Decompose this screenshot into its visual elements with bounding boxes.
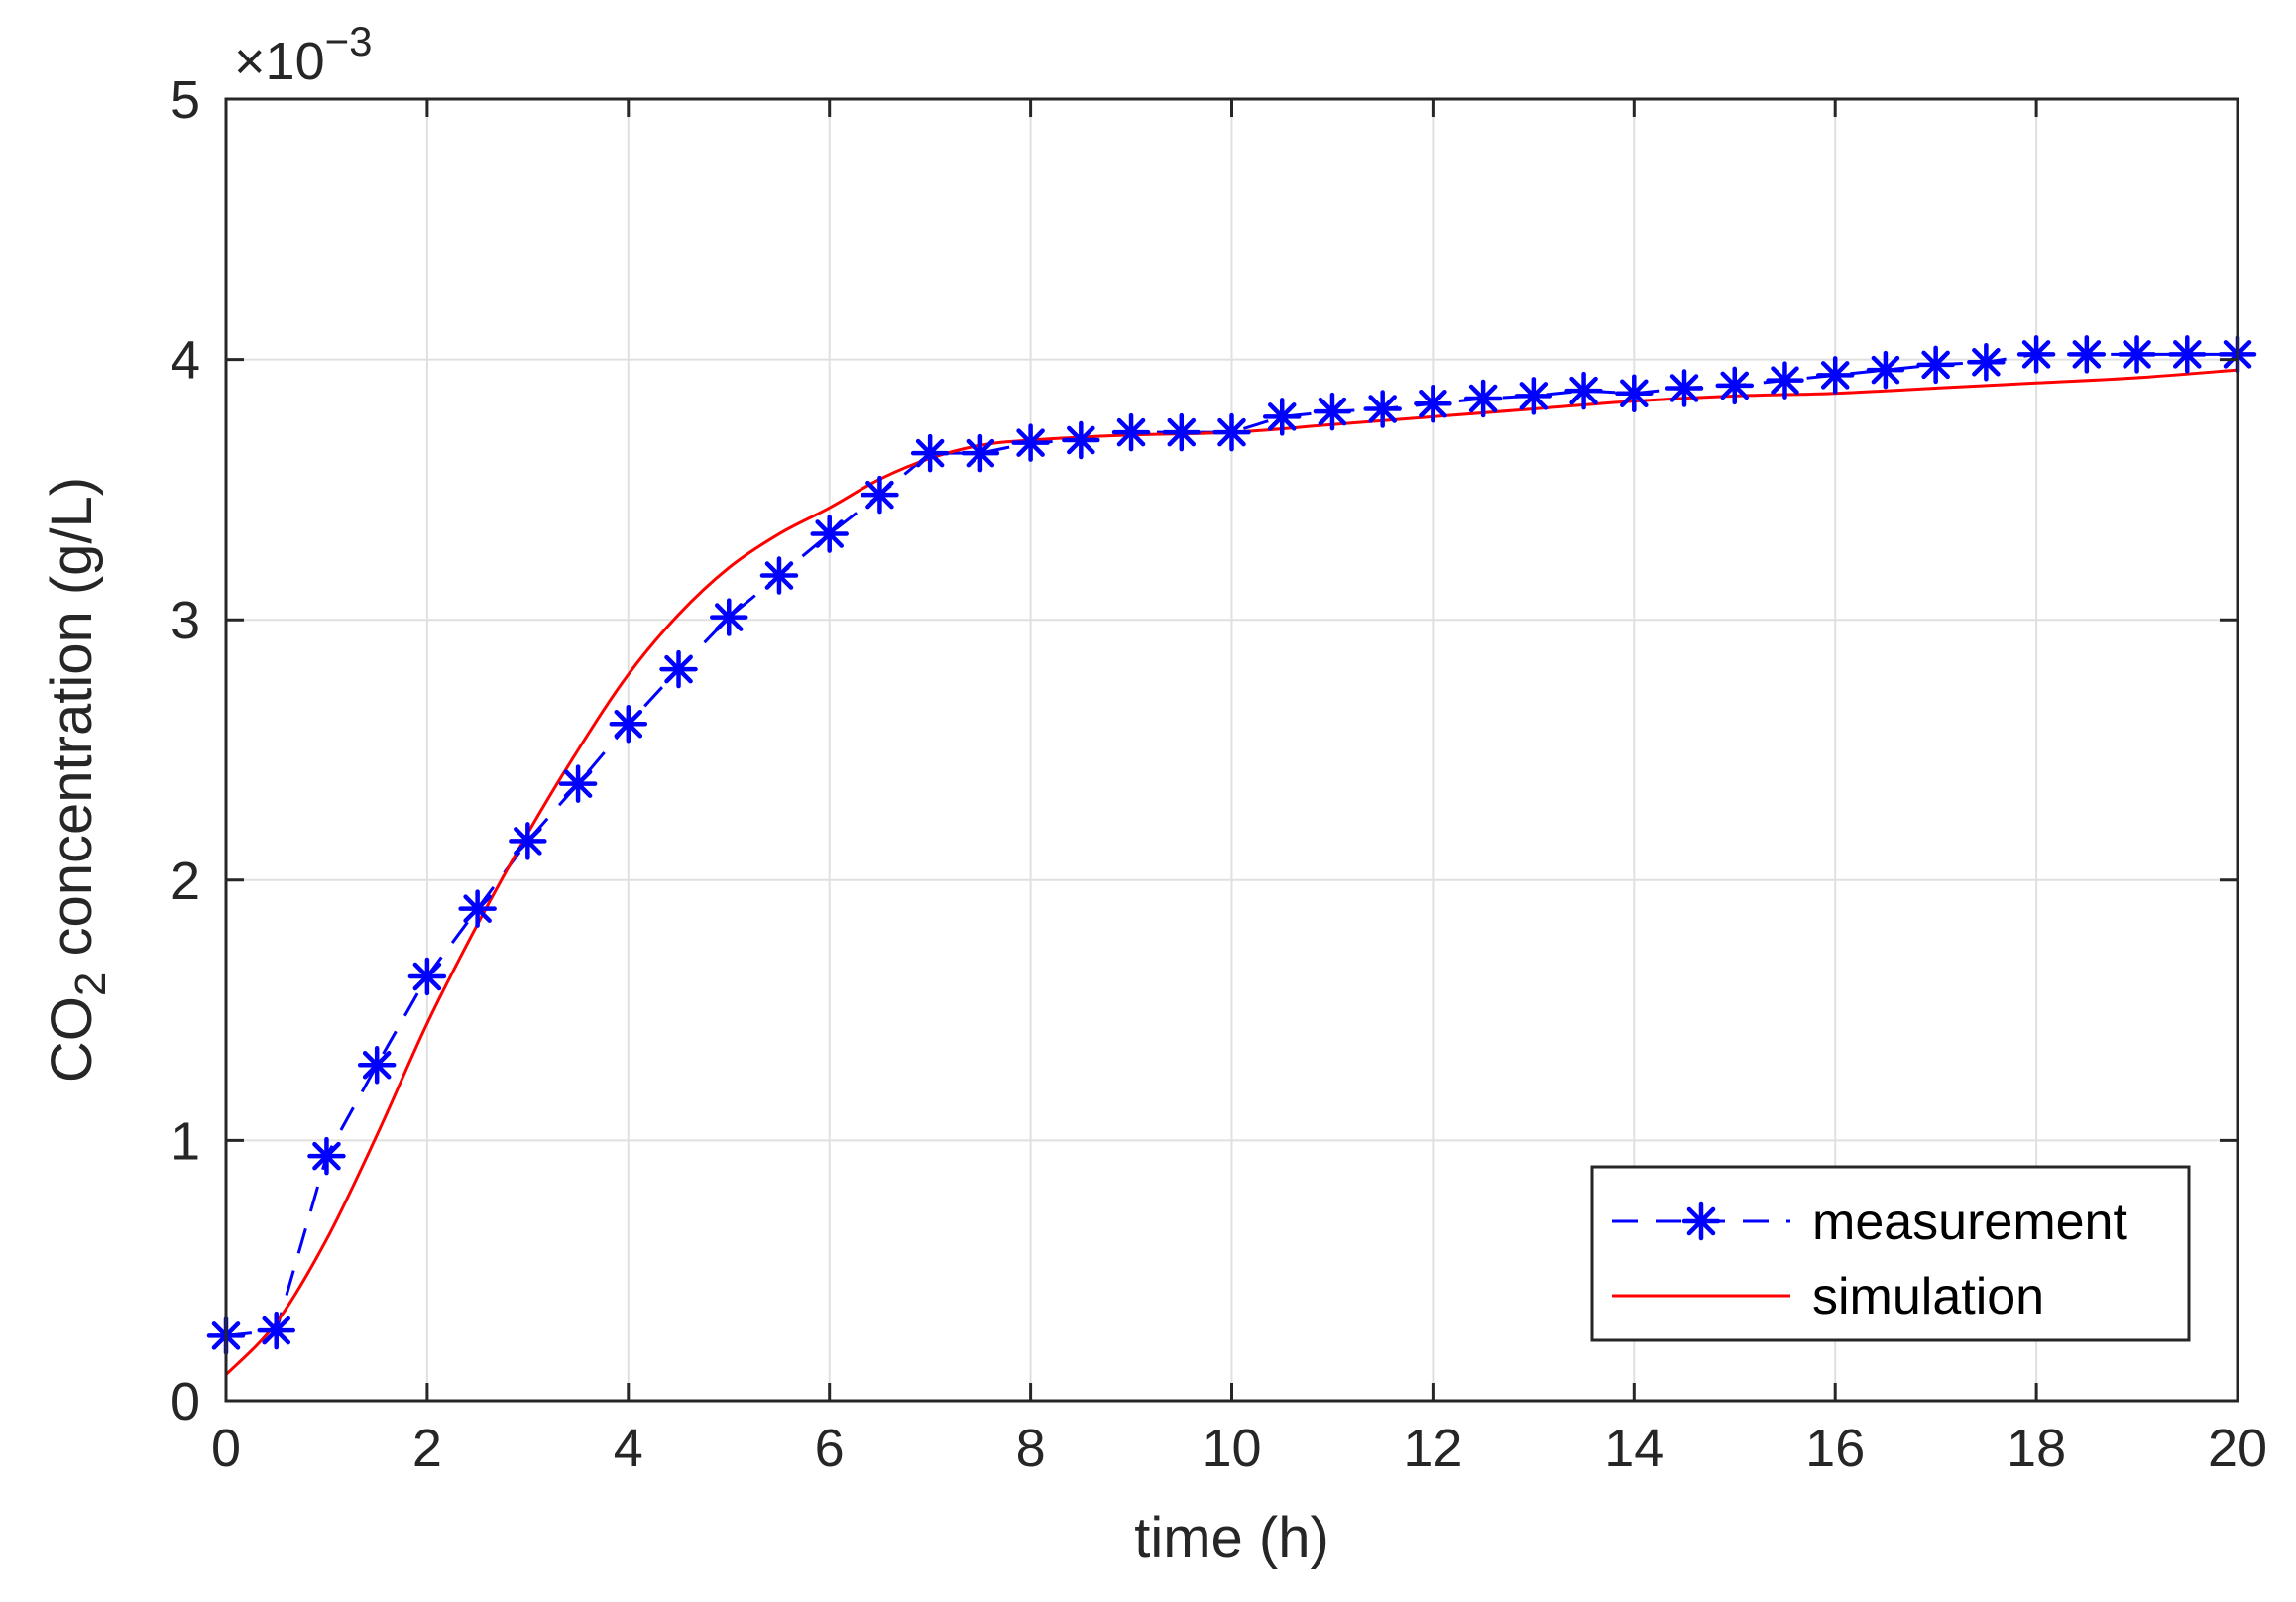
measurement-point: [1815, 356, 1855, 395]
exponent-prefix: ×10: [234, 32, 325, 91]
measurement-point: [1313, 392, 1352, 431]
measurement-point: [357, 1045, 397, 1085]
measurement-point: [910, 433, 950, 473]
measurement-point: [2067, 335, 2107, 374]
measurement-point: [609, 704, 648, 744]
y-axis-label-subscript: 2: [66, 973, 115, 996]
x-tick-label: 0: [211, 1419, 241, 1478]
measurement-point: [759, 556, 799, 595]
measurement-point: [1665, 369, 1704, 407]
measurement-point: [2118, 335, 2156, 374]
measurement-point: [1212, 412, 1251, 452]
y-tick-label: 4: [171, 331, 200, 391]
measurement-point: [307, 1136, 346, 1176]
measurement-point: [961, 433, 1000, 473]
x-axis-label: time (h): [1134, 1506, 1329, 1570]
x-tick-label: 8: [1016, 1419, 1046, 1478]
measurement-point: [1715, 366, 1754, 405]
legend-box: [1590, 1165, 2191, 1342]
x-tick-label: 6: [815, 1419, 845, 1478]
measurement-point: [257, 1311, 295, 1350]
measurement-point: [810, 515, 849, 553]
measurement-point: [861, 475, 899, 515]
x-tick-label: 18: [2007, 1419, 2066, 1478]
y-tick-label: 3: [171, 591, 200, 650]
legend: measurement simulation: [1590, 1165, 2191, 1342]
x-tick-label: 20: [2208, 1419, 2267, 1478]
legend-asterisk: [1681, 1202, 1721, 1241]
legend-simulation-label: simulation: [1812, 1268, 2044, 1325]
measurement-point: [1162, 412, 1202, 452]
x-tick-label: 4: [614, 1419, 643, 1478]
measurement-point: [1262, 398, 1302, 436]
measurement-point: [1062, 420, 1100, 460]
series-layer: [206, 335, 2257, 1376]
measurement-point: [1916, 345, 1955, 385]
exponent-power: −3: [325, 18, 373, 64]
x-tick-label: 16: [1805, 1419, 1865, 1478]
y-tick-label: 2: [171, 852, 200, 911]
grid: [226, 99, 2238, 1401]
simulation-line: [224, 368, 2239, 1376]
measurement-point: [1011, 423, 1050, 462]
x-tick-label: 12: [1403, 1419, 1462, 1478]
measurement-point: [1514, 377, 1553, 415]
measurement-point: [1363, 390, 1402, 428]
x-tick-label: 14: [1604, 1419, 1664, 1478]
y-tick-label: 0: [171, 1372, 200, 1431]
measurement-point: [1111, 412, 1151, 452]
legend-measurement-label: measurement: [1812, 1194, 2127, 1251]
x-tick-label: 10: [1202, 1419, 1261, 1478]
measurement-point: [1766, 361, 1804, 400]
x-tick-label: 2: [412, 1419, 442, 1478]
measurement-point: [1615, 374, 1654, 412]
legend-measurement-marker: [1681, 1202, 1721, 1241]
y-axis-label: CO2 concentration (g/L): [40, 477, 115, 1083]
y-axis-label-main: CO: [40, 996, 104, 1083]
measurement-point: [710, 598, 748, 636]
y-tick-label: 1: [171, 1111, 200, 1171]
measurement-point: [2168, 335, 2207, 374]
y-axis-exponent: ×10−3: [234, 18, 373, 91]
measurement-point: [407, 957, 447, 996]
measurement-point: [509, 822, 547, 860]
measurement-point: [1967, 342, 2006, 382]
measurement-point: [2016, 335, 2056, 374]
measurement-point: [1564, 371, 1603, 410]
measurement-point: [1866, 350, 1905, 390]
measurement-point: [558, 764, 598, 803]
measurement-point: [1414, 384, 1452, 423]
measurement-point: [659, 649, 698, 689]
measurement-point: [1463, 379, 1503, 418]
measurement-point: [458, 889, 497, 928]
y-tick-label: 5: [171, 70, 200, 130]
y-axis-label-rest: concentration (g/L): [40, 477, 104, 973]
